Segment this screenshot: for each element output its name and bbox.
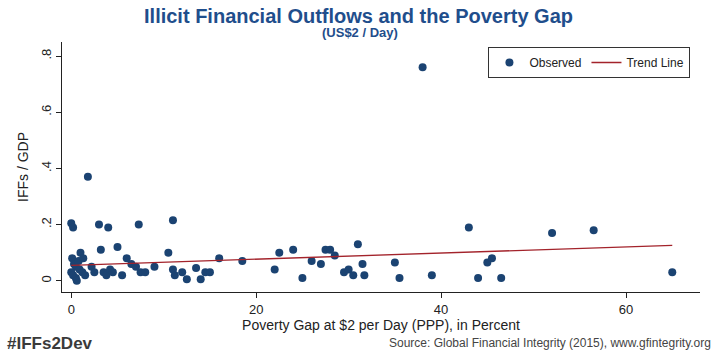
- svg-text:.4: .4: [39, 161, 54, 172]
- svg-text:Trend Line: Trend Line: [626, 56, 683, 70]
- svg-text:60: 60: [619, 302, 633, 317]
- svg-text:Source: Global Financial Integ: Source: Global Financial Integrity (2015…: [389, 336, 711, 350]
- svg-text:#IFFs2Dev: #IFFs2Dev: [7, 334, 93, 353]
- svg-text:.2: .2: [39, 217, 54, 228]
- svg-text:0: 0: [39, 275, 54, 282]
- svg-text:.8: .8: [39, 49, 54, 60]
- svg-text:20: 20: [249, 302, 263, 317]
- svg-text:(US$2 / Day): (US$2 / Day): [322, 25, 398, 40]
- svg-text:.6: .6: [39, 105, 54, 116]
- svg-text:IFFs / GDP: IFFs / GDP: [15, 132, 31, 202]
- svg-text:Observed: Observed: [529, 56, 581, 70]
- svg-text:0: 0: [68, 302, 75, 317]
- svg-text:40: 40: [434, 302, 448, 317]
- svg-text:Poverty Gap at $2 per Day (PPP: Poverty Gap at $2 per Day (PPP), in Perc…: [242, 317, 520, 333]
- svg-text:Illicit Financial Outflows and: Illicit Financial Outflows and the Pover…: [144, 5, 573, 27]
